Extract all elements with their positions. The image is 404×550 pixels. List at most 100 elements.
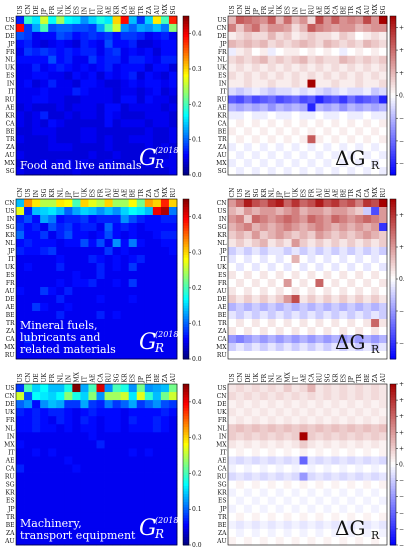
heatmap-cell	[40, 456, 49, 465]
heatmap-cell	[168, 424, 178, 433]
heatmap-cell	[243, 239, 253, 248]
heatmap-cell	[243, 536, 253, 546]
heatmap-cell	[323, 167, 332, 176]
column-tick-label: AU	[154, 5, 161, 15]
heatmap-cell	[235, 223, 245, 232]
colorbar-segment	[390, 504, 396, 508]
heatmap-cell	[32, 16, 41, 25]
heatmap-cell	[16, 456, 25, 465]
heatmap-cell	[168, 23, 178, 33]
heatmap-cell	[32, 432, 41, 441]
heatmap-cell	[128, 31, 138, 41]
heatmap-cell	[24, 416, 33, 425]
heatmap-cell	[64, 127, 73, 136]
row-tick-label: NL	[217, 57, 226, 64]
heatmap-cell	[235, 520, 245, 530]
heatmap-cell	[355, 159, 364, 168]
heatmap-cell	[291, 223, 300, 232]
heatmap-cell	[243, 271, 253, 280]
heatmap-cell	[24, 95, 33, 104]
heatmap-cell	[307, 87, 316, 96]
heatmap-cell	[251, 39, 261, 49]
heatmap-cell	[112, 143, 122, 152]
colorbar-segment	[390, 42, 396, 46]
heatmap-cell	[347, 223, 356, 232]
heatmap-cell	[371, 215, 380, 224]
colorbar-segment	[390, 353, 396, 357]
heatmap-cell	[275, 311, 285, 320]
heatmap-cell	[291, 448, 300, 457]
colorbar-tick-label: 0.1	[192, 506, 202, 513]
heatmap-cell	[347, 31, 356, 41]
row-tick-label: IT	[220, 449, 226, 456]
heatmap-cell	[299, 95, 308, 104]
heatmap-cell	[80, 31, 89, 41]
colorbar-segment	[183, 100, 189, 104]
heatmap-cell	[339, 103, 348, 112]
colorbar-segment	[390, 313, 396, 317]
heatmap-cell	[339, 119, 348, 128]
heatmap-cell	[355, 287, 364, 296]
heatmap-cell	[80, 504, 89, 514]
colorbar-segment	[183, 475, 189, 479]
heatmap-cell	[347, 215, 356, 224]
colorbar-segment	[390, 392, 396, 396]
heatmap-cell	[88, 223, 97, 232]
column-tick-label: ES	[89, 189, 96, 198]
colorbar-tick-label: −0.02	[399, 308, 404, 315]
heatmap-cell	[307, 464, 316, 473]
heatmap-cell	[363, 351, 372, 360]
heatmap-cell	[152, 480, 162, 490]
heatmap-cell	[243, 496, 253, 506]
heatmap-cell	[48, 207, 57, 216]
heatmap-cell	[144, 456, 154, 465]
heatmap-cell	[64, 23, 73, 33]
heatmap-cell	[323, 327, 332, 336]
column-tick-label: KR	[332, 373, 339, 382]
colorbar-segment	[183, 502, 189, 506]
colorbar-segment	[183, 209, 189, 213]
colorbar-segment	[390, 316, 396, 320]
heatmap-cell	[299, 271, 308, 280]
heatmap-cell	[331, 23, 340, 33]
heatmap-cell	[104, 207, 113, 216]
row-tick-label: US	[5, 17, 14, 24]
heatmap-cell	[120, 520, 130, 530]
heatmap-cell	[48, 464, 57, 473]
row-tick-label: NL	[217, 425, 226, 432]
colorbar-tick-label: −0.08	[399, 526, 404, 533]
heatmap-cell	[144, 119, 154, 128]
heatmap-cell	[160, 31, 170, 41]
colorbar-segment	[390, 239, 396, 243]
heatmap-cell	[88, 16, 97, 25]
heatmap-cell	[259, 424, 269, 433]
heatmap-cell	[24, 199, 33, 208]
heatmap-cell	[331, 55, 340, 65]
heatmap-cell	[24, 111, 33, 120]
heatmap-cell	[144, 287, 154, 296]
heatmap-cell	[347, 63, 356, 73]
heatmap-cell	[283, 151, 292, 160]
heatmap-cell	[104, 255, 113, 264]
heatmap-cell	[112, 319, 122, 328]
heatmap-cell	[299, 456, 308, 465]
heatmap-cell	[363, 400, 372, 409]
heatmap-cell	[144, 327, 154, 336]
heatmap-cell	[259, 215, 269, 224]
heatmap-cell	[331, 464, 340, 473]
heatmap-cell	[96, 464, 105, 473]
heatmap-cell	[16, 311, 25, 320]
colorbar-segment	[183, 249, 189, 253]
heatmap-cell	[80, 39, 89, 49]
heatmap-cell	[339, 351, 348, 360]
heatmap-cell	[152, 199, 162, 208]
heatmap-cell	[275, 351, 285, 360]
heatmap-cell	[283, 119, 292, 128]
heatmap-cell	[104, 496, 113, 506]
heatmap-cell	[235, 135, 245, 144]
column-tick-label: AE	[122, 189, 129, 199]
heatmap-cell	[56, 311, 65, 320]
heatmap-cell	[228, 335, 237, 344]
heatmap-cell	[16, 71, 25, 80]
heatmap-cell	[168, 512, 178, 522]
